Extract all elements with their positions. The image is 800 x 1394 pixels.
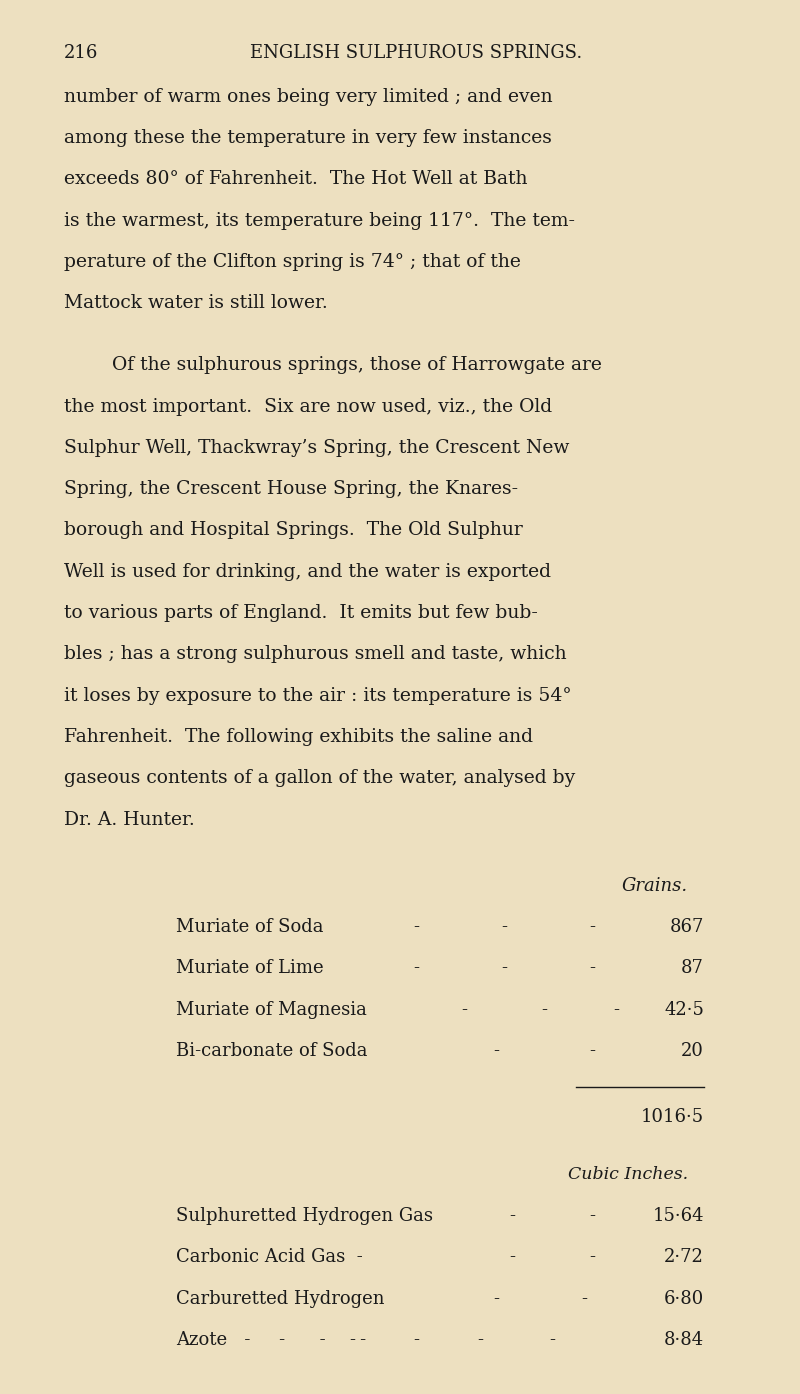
Text: perature of the Clifton spring is 74° ; that of the: perature of the Clifton spring is 74° ; …: [64, 252, 521, 270]
Text: -: -: [549, 1331, 555, 1349]
Text: Grains.: Grains.: [622, 877, 688, 895]
Text: 216: 216: [64, 43, 98, 61]
Text: gaseous contents of a gallon of the water, analysed by: gaseous contents of a gallon of the wate…: [64, 769, 575, 788]
Text: -: -: [589, 1207, 595, 1225]
Text: 20: 20: [681, 1043, 704, 1059]
Text: Cubic Inches.: Cubic Inches.: [568, 1165, 688, 1182]
Text: Sulphur Well, Thackwray’s Spring, the Crescent New: Sulphur Well, Thackwray’s Spring, the Cr…: [64, 439, 570, 457]
Text: 1016·5: 1016·5: [641, 1108, 704, 1126]
Text: Azote   -     -      -      -: Azote - - - -: [176, 1331, 366, 1349]
Text: it loses by exposure to the air : its temperature is 54°: it loses by exposure to the air : its te…: [64, 687, 572, 705]
Text: -: -: [541, 1001, 547, 1019]
Text: -: -: [349, 1331, 355, 1349]
Text: -: -: [493, 1289, 499, 1308]
Text: 42·5: 42·5: [664, 1001, 704, 1019]
Text: among these the temperature in very few instances: among these the temperature in very few …: [64, 130, 552, 146]
Text: Sulphuretted Hydrogen Gas: Sulphuretted Hydrogen Gas: [176, 1207, 433, 1225]
Text: Dr. A. Hunter.: Dr. A. Hunter.: [64, 811, 194, 828]
Text: is the warmest, its temperature being 117°.  The tem-: is the warmest, its temperature being 11…: [64, 212, 575, 230]
Text: -: -: [589, 1248, 595, 1266]
Text: Mattock water is still lower.: Mattock water is still lower.: [64, 294, 328, 312]
Text: Carburetted Hydrogen: Carburetted Hydrogen: [176, 1289, 385, 1308]
Text: -: -: [413, 1331, 419, 1349]
Text: Spring, the Crescent House Spring, the Knares-: Spring, the Crescent House Spring, the K…: [64, 480, 518, 498]
Text: exceeds 80° of Fahrenheit.  The Hot Well at Bath: exceeds 80° of Fahrenheit. The Hot Well …: [64, 170, 527, 188]
Text: -: -: [413, 919, 419, 937]
Text: Of the sulphurous springs, those of Harrowgate are: Of the sulphurous springs, those of Harr…: [112, 357, 602, 374]
Text: -: -: [501, 959, 507, 977]
Text: number of warm ones being very limited ; and even: number of warm ones being very limited ;…: [64, 88, 553, 106]
Text: -: -: [581, 1289, 587, 1308]
Text: -: -: [501, 919, 507, 937]
Text: Fahrenheit.  The following exhibits the saline and: Fahrenheit. The following exhibits the s…: [64, 728, 533, 746]
Text: -: -: [477, 1331, 483, 1349]
Text: 6·80: 6·80: [664, 1289, 704, 1308]
Text: Muriate of Soda: Muriate of Soda: [176, 919, 323, 937]
Text: 8·84: 8·84: [664, 1331, 704, 1349]
Text: -: -: [589, 959, 595, 977]
Text: -: -: [589, 919, 595, 937]
Text: Muriate of Lime: Muriate of Lime: [176, 959, 324, 977]
Text: 15·64: 15·64: [653, 1207, 704, 1225]
Text: to various parts of England.  It emits but few bub-: to various parts of England. It emits bu…: [64, 604, 538, 622]
Text: 2·72: 2·72: [664, 1248, 704, 1266]
Text: 87: 87: [681, 959, 704, 977]
Text: -: -: [509, 1207, 515, 1225]
Text: -: -: [413, 959, 419, 977]
Text: -: -: [493, 1043, 499, 1059]
Text: -: -: [461, 1001, 467, 1019]
Text: -: -: [589, 1043, 595, 1059]
Text: -: -: [509, 1248, 515, 1266]
Text: Bi-carbonate of Soda: Bi-carbonate of Soda: [176, 1043, 367, 1059]
Text: borough and Hospital Springs.  The Old Sulphur: borough and Hospital Springs. The Old Su…: [64, 521, 522, 539]
Text: Well is used for drinking, and the water is exported: Well is used for drinking, and the water…: [64, 563, 551, 581]
Text: Carbonic Acid Gas  -: Carbonic Acid Gas -: [176, 1248, 362, 1266]
Text: 867: 867: [670, 919, 704, 937]
Text: the most important.  Six are now used, viz., the Old: the most important. Six are now used, vi…: [64, 397, 552, 415]
Text: bles ; has a strong sulphurous smell and taste, which: bles ; has a strong sulphurous smell and…: [64, 645, 566, 664]
Text: Muriate of Magnesia: Muriate of Magnesia: [176, 1001, 367, 1019]
Text: -: -: [613, 1001, 619, 1019]
Text: ENGLISH SULPHUROUS SPRINGS.: ENGLISH SULPHUROUS SPRINGS.: [250, 43, 582, 61]
